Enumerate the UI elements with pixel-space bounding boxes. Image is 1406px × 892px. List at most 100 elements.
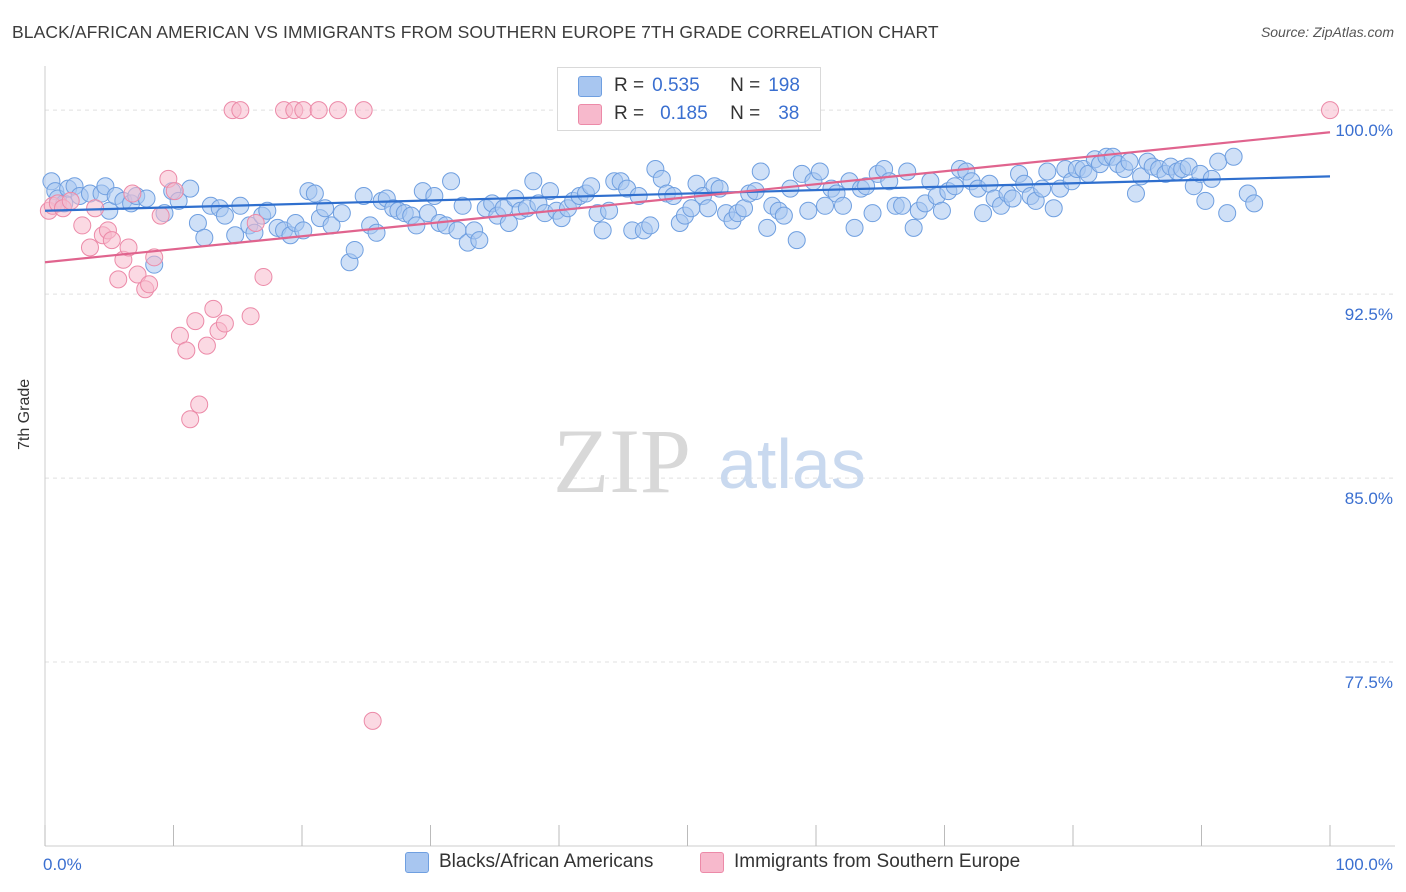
trend-line-immigrants (44, 131, 1331, 264)
point-blacks (845, 218, 864, 237)
point-blacks (758, 218, 777, 237)
legend-swatch-blue (578, 75, 602, 97)
point-immigrants (165, 182, 184, 201)
point-blacks (863, 204, 882, 223)
x-tick-label: 100.0% (1335, 855, 1393, 874)
point-immigrants (246, 213, 265, 232)
point-blacks (904, 218, 923, 237)
point-blacks (932, 201, 951, 220)
point-blacks (1120, 152, 1139, 171)
point-blacks (810, 162, 829, 181)
point-blacks (354, 187, 373, 205)
point-blacks (524, 172, 543, 191)
point-blacks (893, 196, 912, 215)
point-blacks (305, 184, 324, 203)
point-immigrants (73, 216, 92, 235)
legend-n-value: 198 (768, 75, 800, 96)
y-tick-label: 100.0% (1335, 121, 1393, 140)
point-blacks (781, 179, 800, 198)
series-legend: Blacks/African Americans Immigrants from… (0, 851, 1406, 877)
legend-swatch-pink (578, 103, 602, 125)
point-blacks (1209, 152, 1228, 171)
point-blacks (258, 201, 277, 220)
point-immigrants (254, 267, 273, 286)
point-blacks (345, 240, 364, 259)
legend-r-label: R = (614, 75, 645, 96)
point-immigrants (177, 341, 196, 360)
point-immigrants (309, 101, 328, 120)
trend-line-blacks (44, 175, 1331, 212)
point-blacks (1033, 179, 1052, 198)
tick-labels: 77.5% 85.0% 92.5% 100.0% 0.0% 100.0% (43, 121, 1393, 874)
y-tick-label: 92.5% (1345, 305, 1393, 324)
legend-r-label: R = (614, 103, 645, 124)
point-immigrants (190, 395, 209, 414)
series-legend-blacks: Blacks/African Americans (405, 851, 653, 873)
point-immigrants (128, 265, 147, 284)
point-immigrants (1321, 101, 1339, 120)
point-blacks (1218, 204, 1237, 223)
chart-title: BLACK/AFRICAN AMERICAN VS IMMIGRANTS FRO… (12, 22, 939, 42)
point-blacks (1126, 184, 1145, 203)
point-immigrants (231, 101, 250, 120)
point-immigrants (204, 299, 223, 318)
point-immigrants (80, 238, 99, 257)
legend-r-value: 0.185 (660, 103, 708, 124)
watermark: ZIP atlas (553, 410, 866, 512)
watermark-atlas: atlas (718, 425, 866, 503)
point-blacks (181, 179, 200, 198)
legend-r-value: 0.535 (652, 75, 700, 96)
point-blacks (470, 231, 489, 250)
point-blacks (215, 206, 234, 225)
point-immigrants (102, 231, 121, 250)
point-blacks (332, 204, 351, 223)
point-blacks (799, 201, 818, 220)
legend-n-label: N = (730, 75, 761, 96)
y-tick-label: 85.0% (1345, 489, 1393, 508)
point-blacks (898, 162, 917, 181)
point-blacks (815, 196, 834, 215)
axes (44, 66, 1395, 847)
point-blacks (582, 177, 601, 196)
point-immigrants (61, 191, 80, 210)
point-blacks (195, 228, 214, 247)
point-immigrants (123, 184, 142, 203)
point-immigrants (328, 101, 347, 120)
trend-lines (44, 131, 1331, 264)
series-legend-label: Blacks/African Americans (439, 851, 654, 872)
source-label: Source: ZipAtlas.com (1260, 24, 1394, 40)
point-blacks (541, 182, 560, 201)
stats-legend: R = 0.535 N = 198 R = 0.185 N = 38 (557, 67, 821, 131)
point-blacks (1003, 189, 1022, 208)
legend-n-value: 38 (778, 103, 800, 124)
series-swatch-blue (405, 851, 429, 873)
point-immigrants (186, 312, 205, 331)
series-swatch-pink (700, 851, 724, 873)
legend-row-immigrants: R = 0.185 N = 38 (578, 101, 799, 127)
point-blacks (787, 231, 806, 250)
point-immigrants (294, 101, 313, 120)
y-tick-label: 77.5% (1345, 673, 1393, 692)
point-blacks (367, 223, 386, 242)
point-immigrants (151, 206, 170, 225)
point-blacks (425, 187, 444, 205)
point-immigrants (363, 711, 382, 730)
point-immigrants (140, 275, 159, 294)
point-blacks (833, 196, 852, 215)
point-blacks (641, 216, 660, 235)
point-blacks (774, 206, 793, 225)
legend-row-blacks: R = 0.535 N = 198 (578, 73, 800, 99)
point-blacks (751, 162, 770, 181)
point-immigrants (145, 248, 164, 267)
point-blacks (226, 226, 245, 245)
point-blacks (1196, 191, 1215, 210)
point-blacks (453, 196, 472, 215)
y-axis-label: 7th Grade (16, 378, 33, 450)
x-tick-label: 0.0% (43, 855, 82, 874)
point-immigrants (119, 238, 138, 257)
legend-n-label: N = (730, 103, 761, 124)
watermark-zip: ZIP (553, 410, 691, 512)
point-immigrants (197, 336, 216, 355)
series-legend-label: Immigrants from Southern Europe (734, 851, 1021, 872)
point-blacks (1038, 162, 1057, 181)
